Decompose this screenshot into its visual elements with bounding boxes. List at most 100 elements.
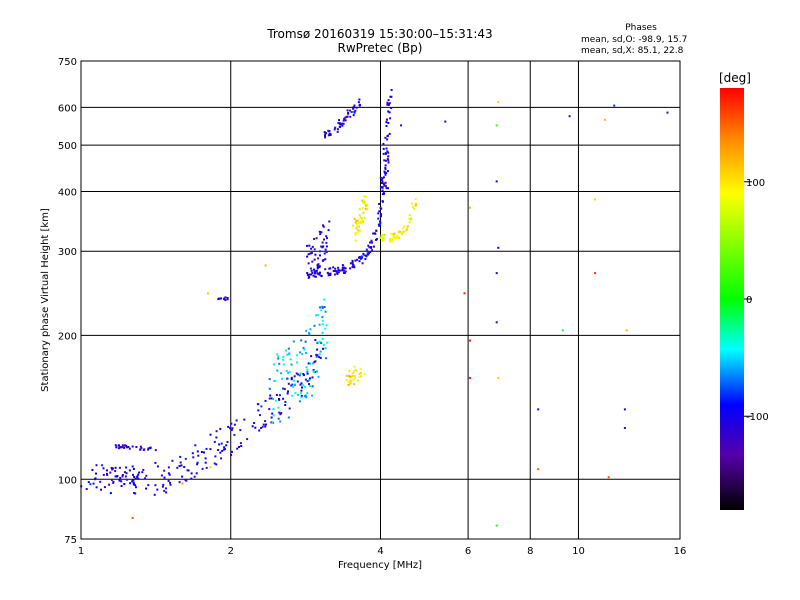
echo-point <box>205 466 208 469</box>
echo-point <box>386 103 389 106</box>
echo-point <box>369 251 372 253</box>
echo-point <box>311 394 314 397</box>
echo-point <box>318 265 321 268</box>
echo-point <box>219 427 222 430</box>
echo-point <box>319 356 322 359</box>
echo-point <box>303 348 306 351</box>
echo-point <box>321 316 324 319</box>
echo-point <box>190 477 193 480</box>
echo-point <box>316 348 319 351</box>
echo-point <box>408 220 411 223</box>
echo-point <box>180 464 183 467</box>
echo-point <box>354 239 357 242</box>
echo-point <box>302 374 305 377</box>
x-axis-label: Frequency [MHz] <box>338 560 422 571</box>
echo-point <box>325 251 328 254</box>
echo-point <box>259 414 261 417</box>
echo-point <box>412 205 415 208</box>
echo-point <box>321 331 324 334</box>
echo-point <box>268 387 271 390</box>
echo-point <box>497 376 500 379</box>
echo-point <box>197 454 200 457</box>
echo-point <box>312 362 315 365</box>
echo-point <box>260 427 263 429</box>
echo-point <box>342 122 345 125</box>
echo-point <box>309 267 312 270</box>
echo-point <box>329 274 332 276</box>
echo-point <box>231 427 234 430</box>
echo-point <box>137 477 140 480</box>
echo-point <box>311 376 314 379</box>
echo-point <box>365 248 368 251</box>
echo-point <box>282 387 285 390</box>
echo-point <box>224 296 227 299</box>
echo-point <box>368 252 370 254</box>
echo-points <box>80 89 669 527</box>
echo-point <box>112 481 115 484</box>
echo-point <box>379 236 382 239</box>
echo-point <box>99 480 102 483</box>
echo-point <box>235 419 238 422</box>
echo-point <box>495 124 498 127</box>
echo-point <box>156 488 159 491</box>
echo-point <box>345 379 348 382</box>
echo-point <box>327 229 330 232</box>
echo-point <box>314 275 317 278</box>
echo-point <box>390 89 393 91</box>
echo-point <box>311 245 314 248</box>
colorbar-label: [deg] <box>719 71 751 85</box>
echo-point <box>317 375 320 378</box>
echo-point <box>163 489 166 492</box>
echo-point <box>195 472 198 475</box>
echo-point <box>389 240 392 243</box>
echo-point <box>123 471 126 474</box>
echo-point <box>385 121 388 124</box>
echo-point <box>287 416 290 419</box>
echo-point <box>246 438 249 441</box>
echo-point <box>386 150 389 153</box>
echo-point <box>495 321 498 324</box>
echo-point <box>167 479 170 482</box>
echo-point <box>360 255 363 258</box>
echo-point <box>307 362 310 365</box>
echo-point <box>361 262 364 265</box>
echo-point <box>282 363 285 366</box>
echo-point <box>260 405 263 408</box>
echo-point <box>363 216 366 219</box>
echo-point <box>410 202 413 205</box>
echo-point <box>358 376 361 378</box>
echo-point <box>223 446 226 449</box>
echo-point <box>358 225 360 228</box>
echo-point <box>295 354 298 357</box>
echo-point <box>444 120 447 123</box>
echo-point <box>140 447 143 449</box>
echo-point <box>334 267 337 270</box>
echo-point <box>165 491 168 494</box>
echo-point <box>623 427 626 429</box>
echo-point <box>147 484 150 487</box>
echo-point <box>401 232 404 235</box>
echo-point <box>351 372 354 375</box>
echo-point <box>218 443 221 446</box>
x-tick-label: 16 <box>674 546 687 557</box>
echo-point <box>328 267 331 270</box>
echo-point <box>388 132 391 135</box>
echo-point <box>360 372 362 375</box>
echo-point <box>268 378 271 381</box>
echo-point <box>537 468 540 471</box>
echo-point <box>282 355 285 358</box>
echo-point <box>384 181 387 184</box>
echo-point <box>364 203 367 206</box>
echo-point <box>301 353 303 356</box>
echo-point <box>405 229 408 232</box>
echo-point <box>316 266 319 268</box>
echo-point <box>272 408 275 410</box>
echo-point <box>387 99 390 102</box>
echo-point <box>145 474 148 477</box>
echo-point <box>306 368 309 371</box>
echo-point <box>304 378 307 381</box>
echo-point <box>271 412 274 415</box>
echo-point <box>390 107 393 109</box>
echo-point <box>114 466 117 469</box>
x-axis-ticks: 1 2 4 6 8 10 16 <box>78 546 687 557</box>
